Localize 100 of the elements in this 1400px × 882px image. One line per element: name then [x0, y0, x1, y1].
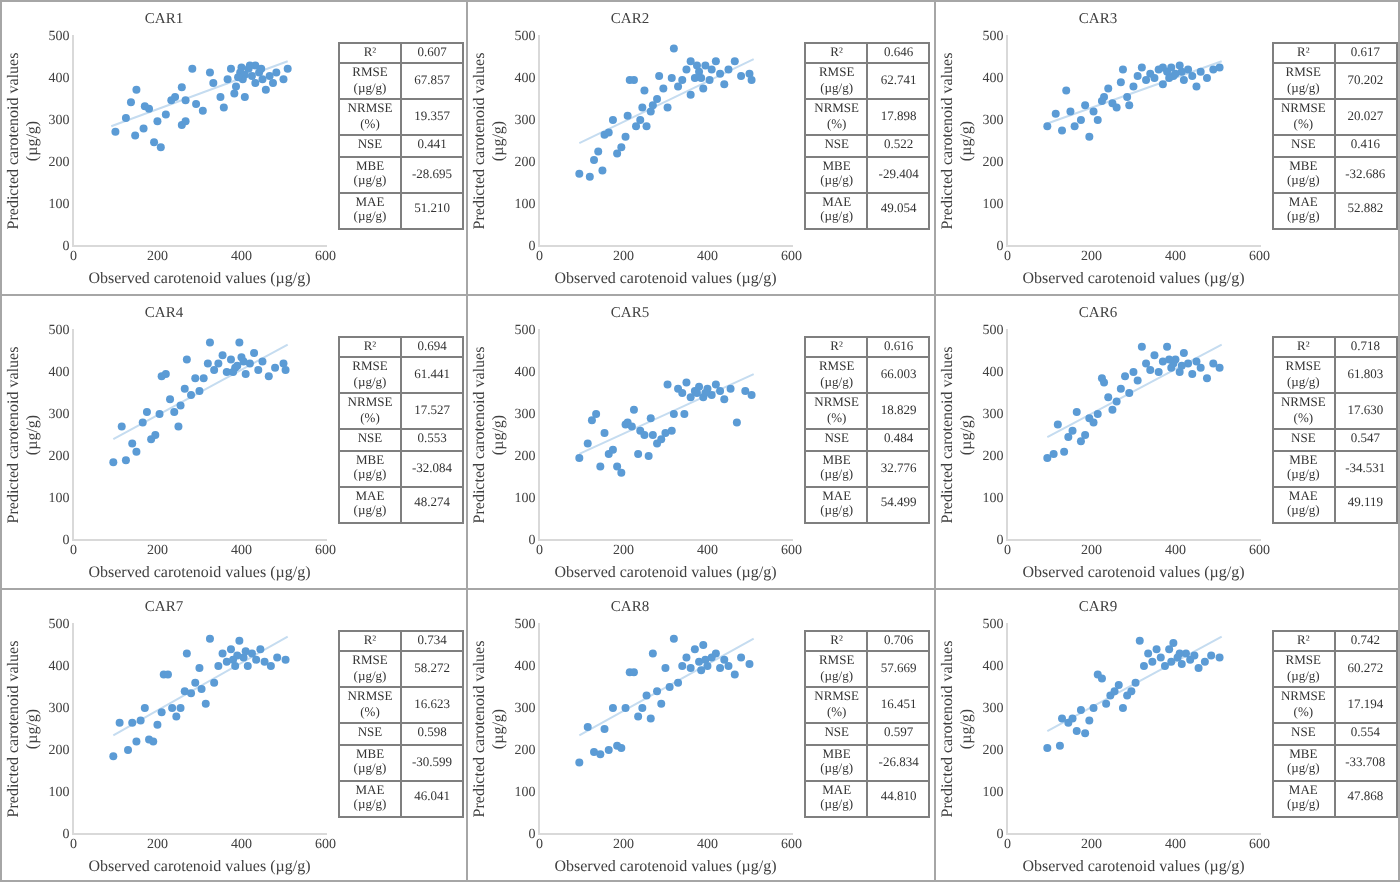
point	[748, 391, 757, 400]
point	[664, 380, 673, 389]
point	[643, 691, 652, 700]
point	[1088, 107, 1097, 116]
point	[586, 172, 595, 181]
point	[115, 718, 124, 727]
point	[624, 111, 633, 120]
point	[731, 670, 740, 679]
point	[201, 699, 210, 708]
point	[1202, 74, 1211, 82]
point	[153, 720, 162, 729]
point	[1042, 454, 1051, 463]
point	[678, 389, 687, 397]
point	[1177, 659, 1186, 668]
point	[687, 664, 696, 673]
point	[609, 116, 618, 124]
point	[617, 143, 626, 152]
point	[588, 416, 597, 425]
point	[235, 338, 244, 347]
point	[226, 645, 235, 654]
point	[172, 712, 181, 721]
point	[1185, 655, 1194, 664]
point	[1168, 638, 1177, 647]
point	[697, 74, 706, 82]
point	[1093, 410, 1102, 418]
point	[1080, 431, 1089, 439]
point	[203, 359, 212, 368]
point	[655, 71, 664, 80]
point	[617, 468, 626, 477]
point	[268, 79, 277, 88]
point	[210, 365, 219, 374]
point	[1177, 67, 1186, 76]
point	[699, 641, 708, 649]
point	[254, 365, 263, 374]
point	[697, 666, 706, 675]
point	[605, 746, 614, 754]
point	[1132, 71, 1141, 80]
point	[150, 138, 159, 147]
x-axis-title: Observed carotenoid values (µg/g)	[88, 268, 312, 287]
point	[601, 725, 610, 733]
point	[1067, 714, 1076, 723]
point	[737, 71, 746, 80]
point	[575, 454, 584, 463]
point	[128, 718, 137, 727]
point	[230, 89, 239, 98]
point	[1214, 63, 1223, 72]
point	[708, 65, 717, 74]
point	[1206, 651, 1215, 660]
point	[243, 662, 252, 670]
point	[1069, 122, 1078, 131]
point	[1160, 662, 1169, 670]
point	[272, 68, 281, 77]
y-axis-title: Predicted carotenoid values (µg/g)	[3, 346, 41, 524]
point	[198, 106, 207, 115]
y-axis-title: Predicted carotenoid values (µg/g)	[470, 52, 508, 230]
point	[590, 155, 599, 164]
point	[575, 169, 584, 178]
point	[699, 84, 708, 93]
point	[645, 452, 654, 460]
point	[733, 418, 742, 427]
x-axis-title: Observed carotenoid values (µg/g)	[555, 562, 778, 581]
point	[725, 65, 734, 74]
point	[1174, 61, 1183, 70]
point	[691, 645, 700, 654]
point	[649, 649, 658, 658]
point	[176, 704, 185, 712]
point	[1132, 376, 1141, 385]
point	[283, 64, 292, 73]
point	[1195, 67, 1204, 76]
x-axis-title: Observed carotenoid values (µg/g)	[1021, 268, 1245, 287]
point	[1179, 76, 1188, 85]
point	[1187, 370, 1196, 379]
point	[1128, 82, 1137, 91]
point	[727, 384, 736, 393]
y-axis-title: Predicted carotenoid values (µg/g)	[3, 52, 41, 230]
point	[1147, 657, 1156, 666]
point	[187, 689, 196, 698]
point	[258, 75, 267, 84]
point	[1084, 414, 1093, 423]
point	[1103, 84, 1112, 93]
point	[1057, 714, 1066, 723]
point	[1084, 132, 1093, 141]
point	[205, 68, 214, 77]
point	[693, 61, 702, 70]
point	[271, 363, 280, 372]
point	[240, 92, 249, 101]
point	[126, 98, 135, 107]
point	[1158, 80, 1167, 89]
point	[599, 166, 608, 175]
point	[223, 75, 232, 84]
point	[264, 372, 273, 381]
point	[1149, 74, 1158, 82]
point	[1149, 351, 1158, 360]
x-axis-title: Observed carotenoid values (µg/g)	[555, 856, 778, 875]
point	[678, 76, 687, 85]
point	[109, 458, 118, 467]
point	[1118, 704, 1127, 712]
point	[1174, 368, 1183, 376]
point	[151, 431, 160, 439]
point	[1130, 678, 1139, 687]
